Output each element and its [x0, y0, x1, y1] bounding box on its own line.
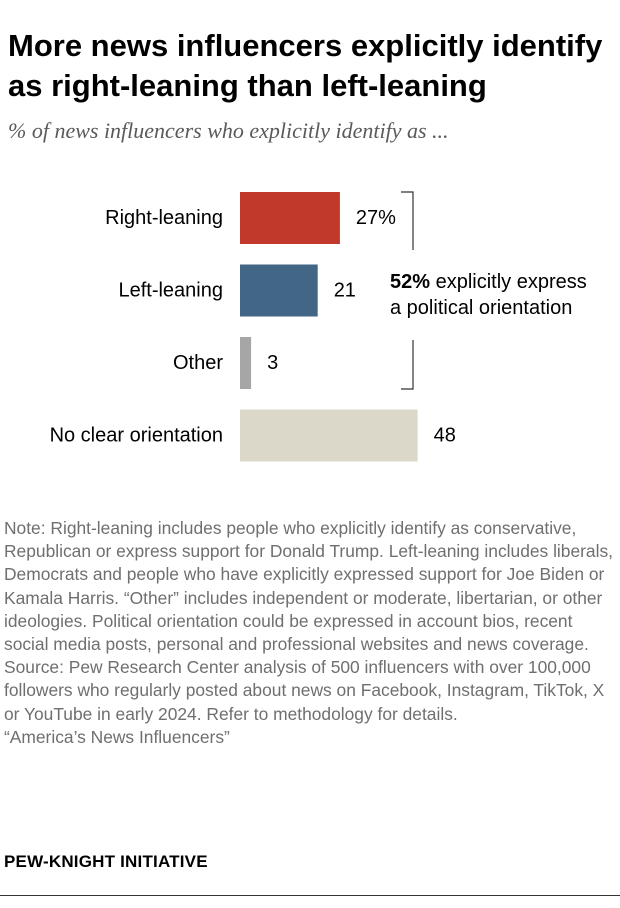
bar-other — [240, 337, 252, 389]
chart-title: More news influencers explicitly identif… — [8, 28, 603, 103]
category-label-left-leaning: Left-leaning — [118, 280, 223, 302]
category-label-right-leaning: Right-leaning — [105, 207, 223, 229]
bracket-line — [401, 191, 414, 390]
bottom-divider — [0, 895, 620, 896]
annotation-line2: a political orientation — [390, 297, 573, 319]
note-text: Note: Right-leaning includes people who … — [4, 518, 613, 655]
bracket-annotation: 52% explicitly express a political orien… — [390, 269, 587, 321]
bar-right-leaning — [240, 192, 340, 244]
annotation-line1: explicitly express — [430, 271, 587, 293]
bar-left-leaning — [240, 264, 318, 317]
value-label-right-leaning: 27% — [356, 207, 396, 229]
category-label-other: Other — [173, 352, 223, 374]
value-label-other: 3 — [267, 352, 278, 374]
value-label-no-clear-orientation: 48 — [434, 425, 456, 447]
category-label-no-clear-orientation: No clear orientation — [50, 425, 223, 447]
report-title: “America’s News Influencers” — [4, 726, 230, 747]
source-text: Source: Pew Research Center analysis of … — [4, 657, 605, 724]
chart-note: Note: Right-leaning includes people who … — [4, 517, 616, 749]
value-label-left-leaning: 21 — [334, 280, 356, 302]
chart-subtitle: % of news influencers who explicitly ide… — [8, 118, 449, 143]
bar-no-clear-orientation — [240, 409, 418, 462]
brand-logo-text: PEW-KNIGHT INITIATIVE — [4, 852, 208, 871]
bar-chart: Right-leaning 27% Left-leaning 21 Other 3 No c… — [50, 191, 456, 462]
annotation-percent: 52% — [390, 271, 431, 293]
